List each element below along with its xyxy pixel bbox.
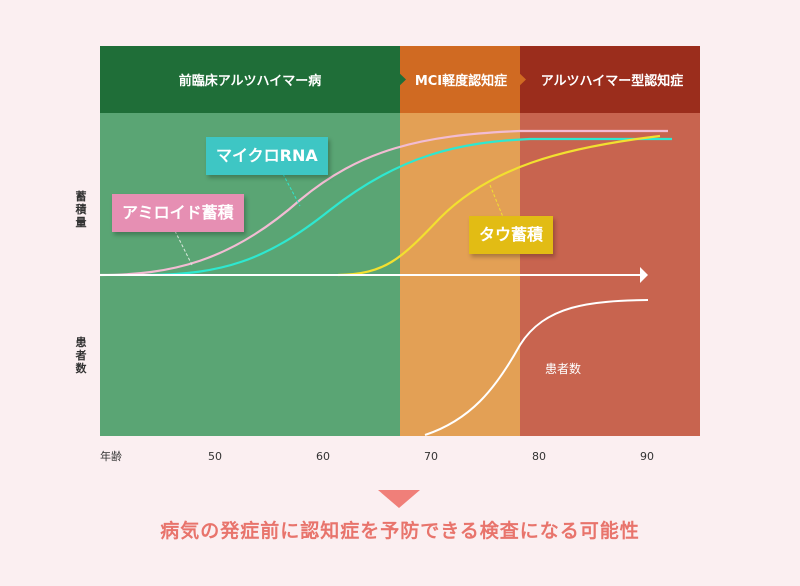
phase-ad-label: アルツハイマー型認知症 bbox=[541, 73, 684, 89]
down-arrow-icon bbox=[378, 490, 420, 508]
x-tick-90: 90 bbox=[640, 450, 654, 463]
phase-chevron-1 bbox=[394, 68, 406, 91]
x-tick-50: 50 bbox=[208, 450, 222, 463]
microrna-tag: マイクロRNA bbox=[206, 137, 328, 175]
x-tick-60: 60 bbox=[316, 450, 330, 463]
tau-tag: タウ蓄積 bbox=[469, 216, 554, 254]
x-tick-80: 80 bbox=[532, 450, 546, 463]
y-label-accumulation: 蓄積量 bbox=[75, 190, 87, 229]
amyloid-tag: アミロイド蓄積 bbox=[112, 194, 244, 232]
phase-ad-header bbox=[520, 46, 700, 113]
conclusion-message: 病気の発症前に認知症を予防できる検査になる可能性 bbox=[160, 520, 640, 542]
amyloid-curve bbox=[99, 129, 668, 277]
tau-curve bbox=[337, 134, 661, 277]
time-arrow-head bbox=[640, 267, 648, 283]
tau-leader bbox=[489, 184, 506, 223]
phase-preclinical-header bbox=[100, 46, 400, 113]
y-label-patients: 患者数 bbox=[75, 336, 87, 375]
microrna-leader bbox=[282, 173, 301, 207]
patients-curve-label: 患者数 bbox=[545, 361, 581, 376]
x-axis-label: 年齢 bbox=[100, 449, 122, 463]
x-tick-70: 70 bbox=[424, 450, 438, 463]
patients-curve bbox=[424, 299, 649, 436]
phase-mci-header bbox=[400, 46, 520, 113]
phase-chevron-2 bbox=[514, 68, 526, 91]
microrna-curve bbox=[149, 137, 672, 277]
amyloid-leader bbox=[174, 230, 193, 266]
phase-mci-label: MCI軽度認知症 bbox=[415, 73, 507, 89]
phase-preclinical-label: 前臨床アルツハイマー病 bbox=[179, 73, 322, 89]
